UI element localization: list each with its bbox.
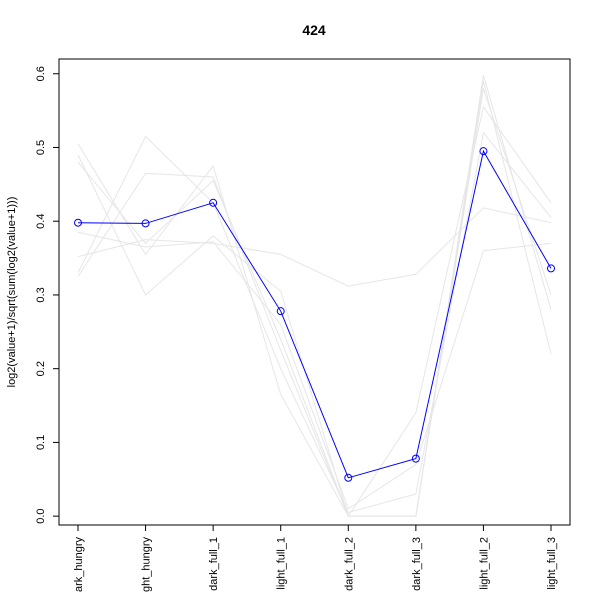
x-tick-label: dark_full_2 [343,537,355,591]
y-tick-label: 0.1 [35,435,47,450]
highlight-point [479,147,488,156]
background-series-line [77,231,552,510]
y-tick-label: 0.3 [35,287,47,302]
chart-title: 424 [302,22,326,38]
x-tick-label: dark_full_1 [208,537,220,591]
background-series-group [77,75,552,518]
x-tick-label: ght_hungry [141,537,153,593]
background-series-line [77,131,552,514]
y-tick-label: 0.5 [35,140,47,155]
highlight-series-line [77,149,552,479]
x-tick-label: light_full_3 [546,537,558,590]
y-tick-label: 0.6 [35,66,47,81]
highlight-point [547,264,555,273]
x-axis: ark_hungry ght_hungry dark_full_1 light_ful… [73,524,558,593]
highlight-point [209,198,218,207]
y-tick-label: 0.0 [35,509,47,524]
y-axis-label: log2(value+1)/sqrt(sum(log2(value+1))) [6,197,18,388]
highlight-point [344,473,353,482]
background-series-line [77,88,552,517]
highlight-point [276,307,285,316]
y-axis: 0.0 0.1 0.2 0.3 0.4 0.5 0.6 [35,66,60,524]
y-tick-label: 0.4 [35,214,47,229]
background-series-line [77,75,552,517]
highlight-point [141,219,150,228]
x-tick-label: light_full_1 [276,537,288,590]
background-series-line [77,81,552,517]
background-series-line [77,207,552,287]
highlight-point [74,218,82,227]
x-tick-label: ark_hungry [73,537,85,593]
highlight-series-group [74,147,555,482]
x-tick-label: light_full_2 [478,537,490,590]
y-tick-label: 0.2 [35,361,47,376]
highlight-point [411,454,420,463]
x-tick-label: dark_full_3 [411,537,423,591]
